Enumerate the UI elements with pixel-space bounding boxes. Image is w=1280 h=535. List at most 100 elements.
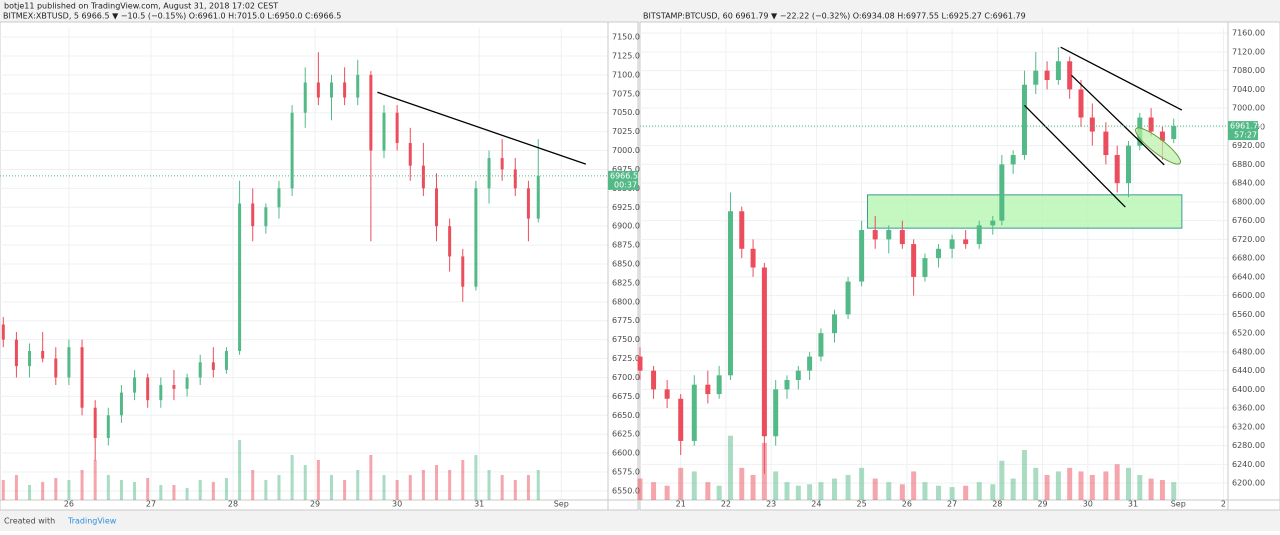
volume-bar [936,485,942,500]
volume-bar [435,465,439,500]
x-tick-label: 25 [857,500,867,509]
x-tick-label: 22 [721,500,731,509]
volume-bar [329,475,333,500]
y-tick-label: 7075.0 [612,89,640,98]
chart-header: BITMEX:XBTUSD, 5 6966.5 ▼ −10.5 (−0.15%)… [3,12,341,21]
candle-body [1044,70,1050,81]
volume-bar [963,485,969,500]
candle-body [395,112,399,143]
y-tick-label: 6240.00 [1232,460,1265,469]
last-price-tag [1228,121,1258,141]
volume-bar [277,475,281,500]
highlight-ellipse [1135,127,1181,165]
volume-bar [146,478,150,500]
candle-body [1,324,5,340]
candle-body [949,239,955,249]
volume-bar [316,460,320,500]
volume-bar [750,475,756,500]
volume-bar [513,480,517,500]
candle-body [526,188,530,219]
volume-bar [369,455,373,500]
candle-body [845,281,851,315]
volume-bar [41,482,45,500]
candle-body [146,377,150,401]
candle-body [1159,131,1165,141]
candle-body [41,350,45,359]
y-tick-label: 6520.00 [1232,329,1265,338]
candle-body [238,203,242,351]
candle-body [536,175,540,219]
candle-body [963,239,969,245]
volume-bar [705,482,711,500]
y-tick-label: 6925.0 [612,203,640,212]
byline[interactable]: botje11 published on TradingView.com, Au… [4,2,278,11]
x-tick-label: 29 [310,500,320,509]
volume-bar [14,475,18,500]
volume-bar [999,460,1005,500]
candle-body [119,392,123,416]
candle-body [651,370,657,390]
volume-bar [845,475,851,500]
volume-bar [1021,450,1027,500]
x-tick-label: Sep [1171,500,1186,509]
candle-body [716,375,722,395]
volume-bar [859,467,865,500]
volume-bar [1114,464,1120,500]
x-tick-label: 26 [902,500,912,509]
volume-bar [395,480,399,500]
countdown-label: 57:27 [1234,131,1257,140]
volume-bar [185,488,189,500]
x-tick-label: 31 [474,500,484,509]
candle-body [343,82,347,98]
y-tick-label: 6725.0 [612,354,640,363]
volume-bar [382,475,386,500]
candle-body [382,112,386,151]
volume-bar [872,478,878,500]
candle-body [664,389,670,399]
candle-body [727,211,733,376]
volume-bar [119,480,123,500]
volume-bar [172,485,176,500]
y-tick-label: 6900.0 [612,222,640,231]
volume-bar [1159,480,1165,500]
y-tick-label: 6775.0 [612,316,640,325]
y-tick-label: 6550.0 [612,486,640,495]
volume-bar [474,455,478,500]
y-tick-label: 6680.00 [1232,254,1265,263]
y-tick-label: 7160.00 [1232,29,1265,38]
volume-bar [949,487,955,500]
candle-body [1089,117,1095,132]
footer-brand[interactable]: TradingView [67,517,117,526]
volume-bar [1148,478,1154,500]
candle-body [14,339,18,367]
y-tick-label: 6800.00 [1232,197,1265,206]
volume-bar [500,475,504,500]
y-tick-label: 6920.00 [1232,141,1265,150]
volume-bar [716,485,722,500]
volume-bar [678,467,684,500]
volume-bar [356,470,360,500]
volume-bar [922,482,928,500]
candle-body [159,385,163,401]
candle-body [513,169,517,189]
y-tick-label: 6320.00 [1232,422,1265,431]
left-panel [0,21,639,511]
y-tick-label: 6825.0 [612,278,640,287]
candle-body [224,350,228,370]
last-price-label: 6966.5 [610,171,638,180]
volume-bar [133,482,137,500]
volume-bar [637,478,643,500]
volume-bar [408,475,412,500]
candle-body [1171,126,1177,140]
trend-line [1071,74,1165,166]
volume-bar [899,484,905,500]
y-tick-label: 6840.00 [1232,179,1265,188]
volume-bar [461,460,465,500]
candle-body [637,356,643,371]
candle-body [251,203,255,227]
trend-line [377,91,587,165]
candle-body [80,347,84,408]
candle-body [106,415,110,438]
candle-body [369,74,373,151]
